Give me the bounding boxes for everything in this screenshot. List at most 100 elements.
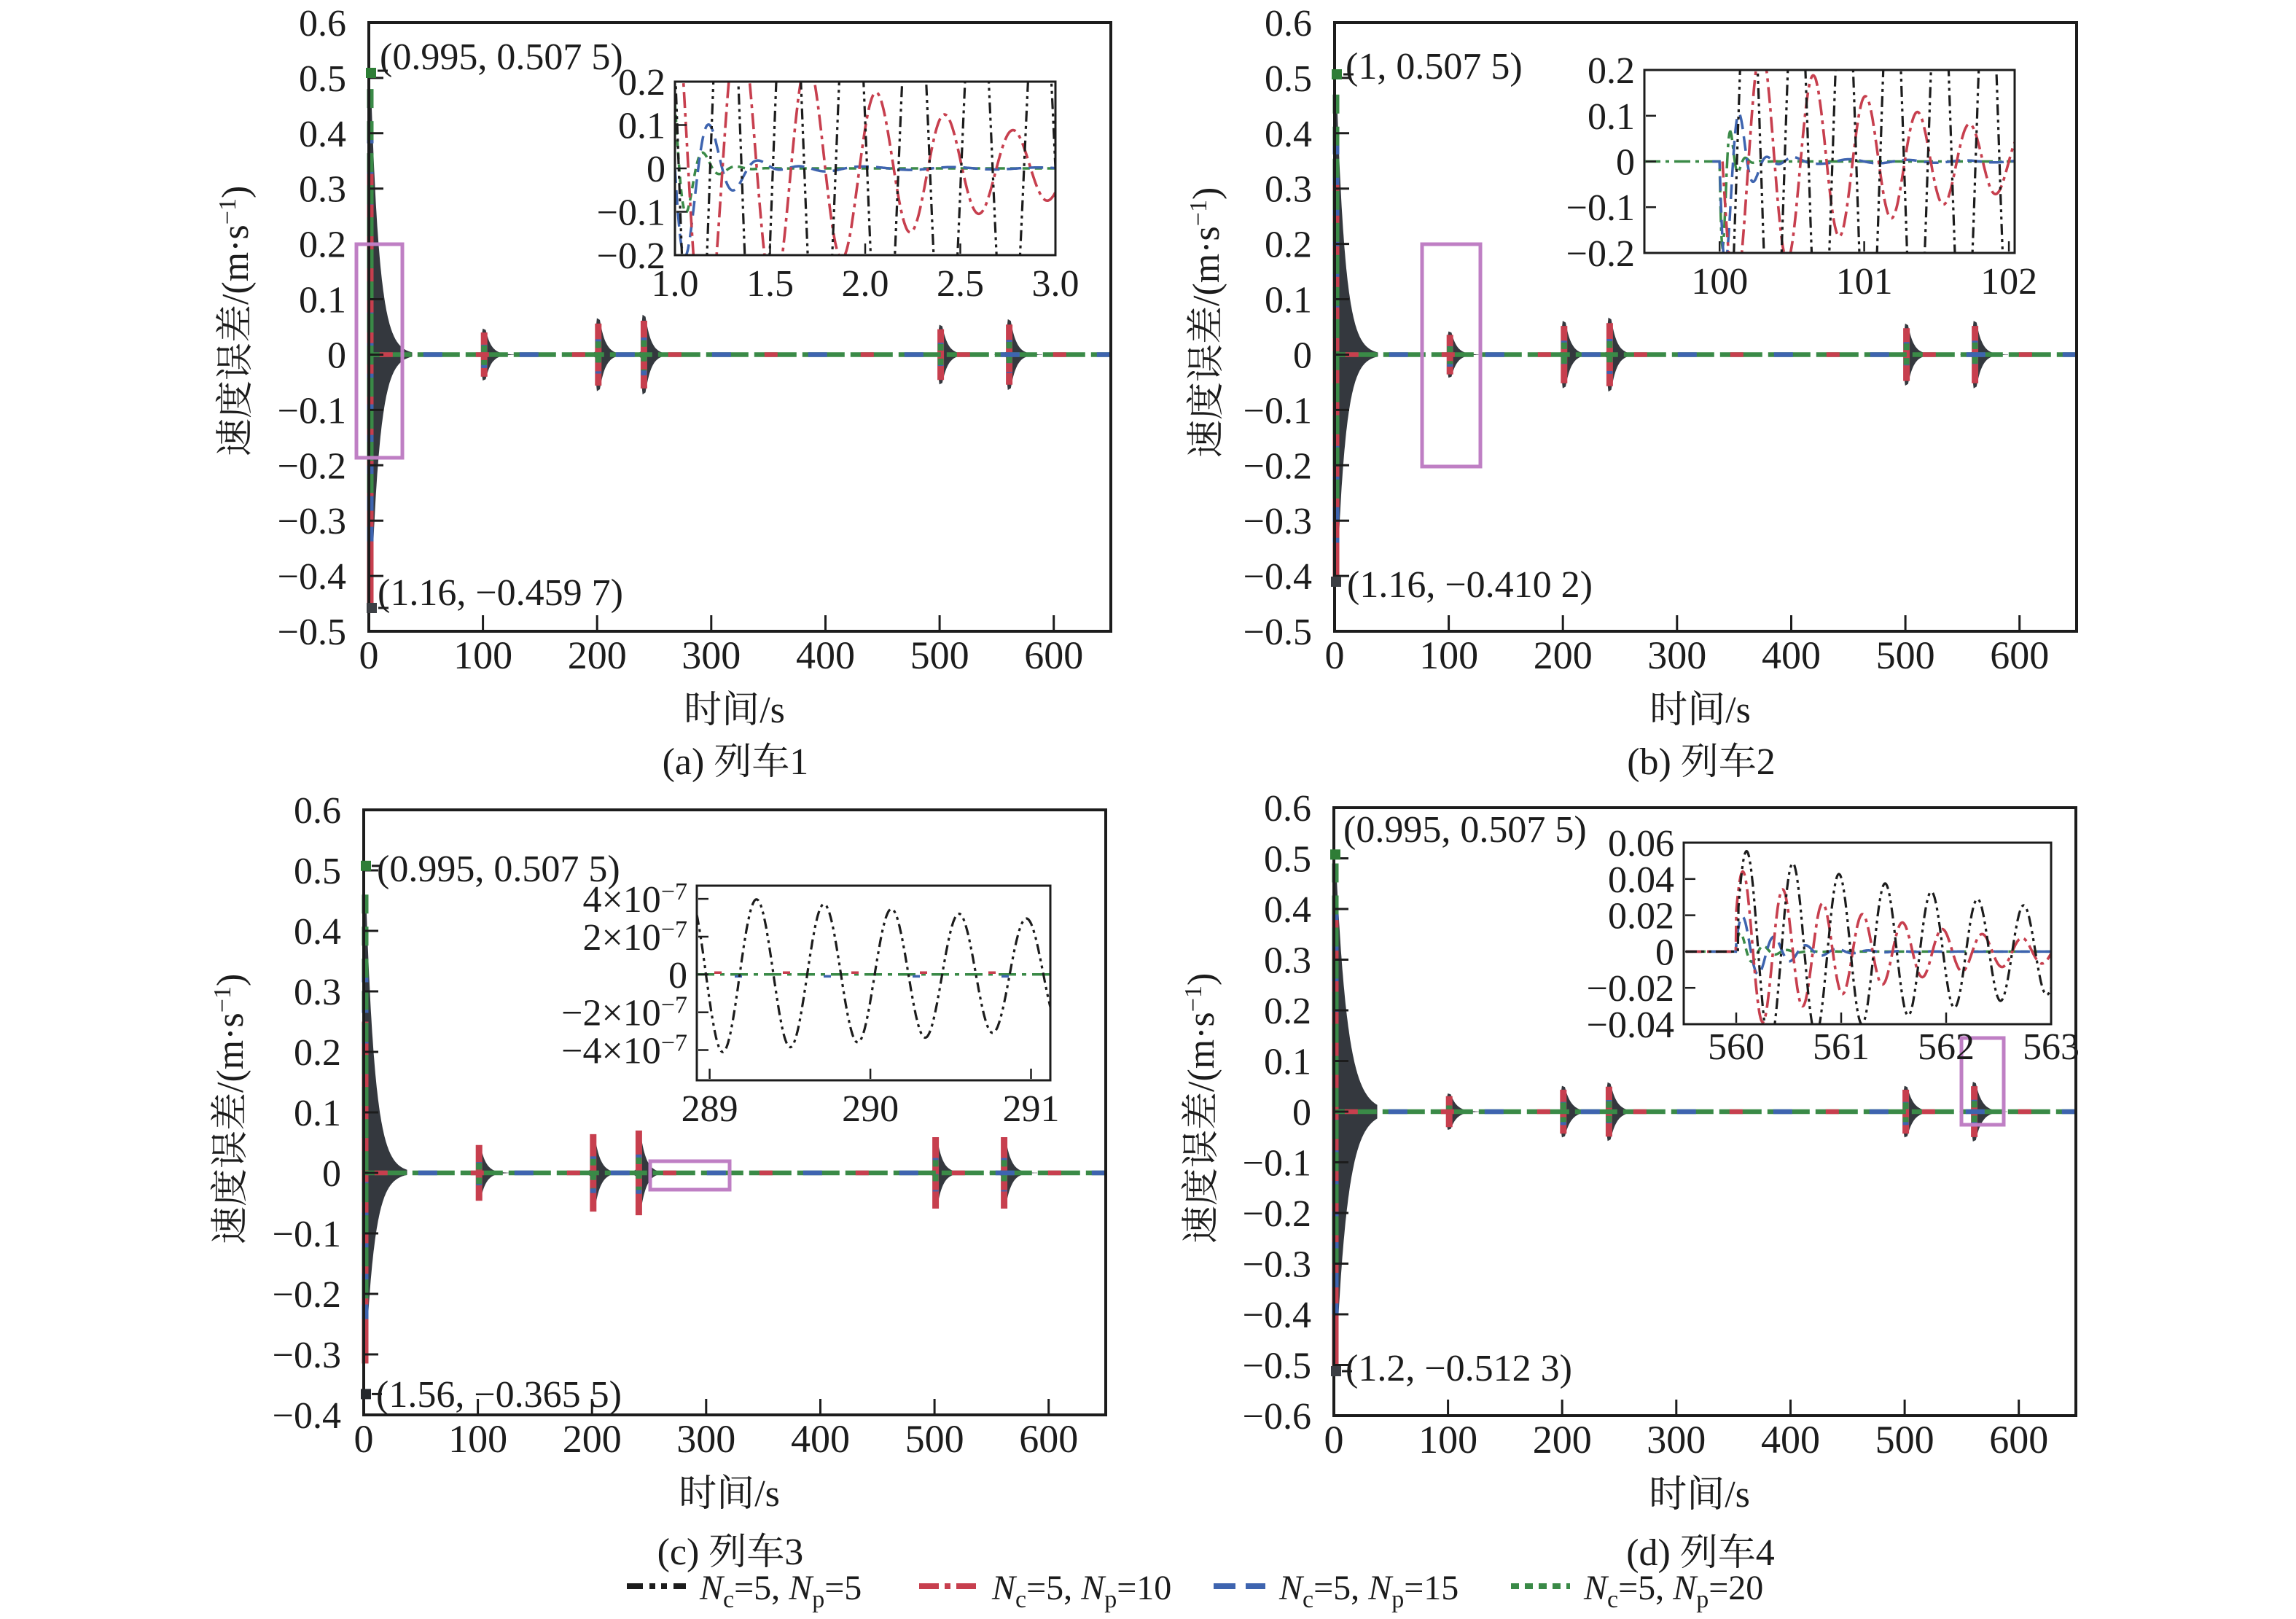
- svg-text:(0.995, 0.507 5): (0.995, 0.507 5): [1343, 809, 1587, 851]
- svg-text:Nc=5, Np=10: Nc=5, Np=10: [991, 1569, 1171, 1613]
- svg-text:−0.5: −0.5: [1243, 612, 1312, 653]
- svg-text:0: 0: [1293, 335, 1312, 377]
- svg-text:−0.1: −0.1: [597, 192, 665, 234]
- svg-text:−0.1: −0.1: [273, 1214, 341, 1255]
- svg-text:289: 289: [682, 1088, 738, 1130]
- svg-text:100: 100: [453, 633, 512, 677]
- svg-text:0.3: 0.3: [294, 972, 341, 1013]
- svg-text:500: 500: [1876, 633, 1935, 677]
- svg-text:500: 500: [1875, 1418, 1934, 1462]
- svg-text:−0.4: −0.4: [1243, 1295, 1311, 1336]
- svg-text:3: 3: [784, 1532, 803, 1573]
- svg-text:−0.4: −0.4: [278, 556, 346, 598]
- svg-text:100: 100: [1419, 633, 1478, 677]
- svg-text:(c): (c): [657, 1532, 700, 1573]
- svg-text:2.5: 2.5: [937, 263, 984, 305]
- svg-text:/s: /s: [754, 1473, 780, 1515]
- svg-text:(0.995, 0.507 5): (0.995, 0.507 5): [380, 36, 623, 78]
- svg-text:0.1: 0.1: [618, 106, 665, 147]
- svg-text:0.4: 0.4: [1264, 889, 1311, 931]
- svg-text:563: 563: [2023, 1026, 2080, 1068]
- svg-text:0.4: 0.4: [294, 911, 341, 953]
- svg-text:−0.6: −0.6: [1243, 1396, 1311, 1437]
- svg-text:0.2: 0.2: [618, 62, 665, 104]
- svg-text:291: 291: [1003, 1088, 1060, 1130]
- svg-text:300: 300: [676, 1417, 735, 1461]
- svg-text:0.5: 0.5: [1265, 58, 1312, 100]
- svg-text:0: 0: [327, 335, 346, 377]
- svg-text:400: 400: [1762, 633, 1821, 677]
- svg-text:/s: /s: [1725, 1474, 1750, 1515]
- svg-text:0.1: 0.1: [1588, 96, 1635, 138]
- svg-text:0.2: 0.2: [1264, 991, 1311, 1032]
- svg-text:0: 0: [1292, 1092, 1311, 1134]
- svg-text:300: 300: [1647, 1418, 1706, 1462]
- svg-text:2.0: 2.0: [842, 263, 889, 305]
- svg-text:−0.4: −0.4: [1243, 556, 1312, 598]
- svg-text:0: 0: [359, 633, 379, 677]
- svg-text:0.1: 0.1: [299, 280, 346, 321]
- svg-text:0.5: 0.5: [1264, 839, 1311, 881]
- svg-text:(0.995, 0.507 5): (0.995, 0.507 5): [377, 848, 620, 890]
- svg-text:300: 300: [1647, 633, 1706, 677]
- svg-text:0.6: 0.6: [1265, 3, 1312, 44]
- svg-text:0.2: 0.2: [294, 1032, 341, 1074]
- svg-text:−0.3: −0.3: [1243, 501, 1312, 542]
- svg-text:300: 300: [682, 633, 741, 677]
- svg-text:102: 102: [1980, 261, 2037, 303]
- svg-text:1.0: 1.0: [652, 263, 699, 305]
- svg-text:0.04: 0.04: [1608, 859, 1674, 901]
- svg-text:0.2: 0.2: [299, 225, 346, 266]
- svg-text:−0.3: −0.3: [273, 1335, 341, 1376]
- svg-text:−0.3: −0.3: [278, 501, 346, 542]
- svg-text:−0.1: −0.1: [1566, 187, 1635, 229]
- svg-text:−0.1: −0.1: [1243, 1143, 1311, 1185]
- svg-text:−0.2: −0.2: [1243, 445, 1312, 487]
- svg-text:0.1: 0.1: [1265, 280, 1312, 321]
- svg-text:2: 2: [1757, 741, 1776, 783]
- svg-text:0.1: 0.1: [1264, 1042, 1311, 1083]
- svg-text:200: 200: [1534, 633, 1593, 677]
- svg-text:101: 101: [1836, 261, 1893, 303]
- svg-text:−0.2: −0.2: [1243, 1193, 1311, 1235]
- svg-text:0.06: 0.06: [1608, 823, 1674, 865]
- svg-text:/s: /s: [760, 690, 785, 731]
- svg-text:0: 0: [647, 149, 665, 190]
- svg-text:0.4: 0.4: [299, 114, 346, 155]
- svg-text:Nc=5, Np=15: Nc=5, Np=15: [1278, 1569, 1459, 1613]
- svg-text:(1.16, −0.410 2): (1.16, −0.410 2): [1347, 564, 1593, 606]
- svg-text:0: 0: [1325, 633, 1345, 677]
- svg-text:0: 0: [322, 1153, 341, 1195]
- svg-text:0.2: 0.2: [1588, 50, 1635, 92]
- svg-text:200: 200: [568, 633, 627, 677]
- svg-text:3.0: 3.0: [1032, 263, 1079, 305]
- svg-text:0.2: 0.2: [1265, 225, 1312, 266]
- svg-text:600: 600: [1990, 633, 2049, 677]
- svg-text:0: 0: [354, 1417, 374, 1461]
- svg-text:500: 500: [910, 633, 969, 677]
- svg-text:−0.2: −0.2: [273, 1274, 341, 1316]
- svg-text:(1, 0.507 5): (1, 0.507 5): [1346, 46, 1523, 87]
- svg-text:200: 200: [563, 1417, 622, 1461]
- svg-text:Nc=5, Np=5: Nc=5, Np=5: [699, 1569, 862, 1613]
- svg-text:400: 400: [791, 1417, 850, 1461]
- svg-text:(a): (a): [663, 741, 705, 783]
- svg-text:562: 562: [1918, 1026, 1975, 1068]
- svg-text:600: 600: [1024, 633, 1083, 677]
- svg-text:−0.5: −0.5: [278, 612, 346, 653]
- svg-text:−0.1: −0.1: [278, 390, 346, 432]
- svg-text:0.6: 0.6: [1264, 788, 1311, 830]
- svg-text:0: 0: [1616, 142, 1635, 184]
- svg-text:0.3: 0.3: [1264, 940, 1311, 982]
- svg-text:0.6: 0.6: [299, 3, 346, 44]
- svg-text:100: 100: [448, 1417, 507, 1461]
- svg-text:600: 600: [1989, 1418, 2048, 1462]
- svg-text:(1.56, −0.365 5): (1.56, −0.365 5): [376, 1374, 622, 1416]
- svg-text:500: 500: [905, 1417, 964, 1461]
- svg-text:(d): (d): [1626, 1532, 1671, 1574]
- svg-text:561: 561: [1813, 1026, 1870, 1068]
- svg-text:560: 560: [1708, 1026, 1765, 1068]
- svg-text:4: 4: [1756, 1532, 1775, 1574]
- svg-text:0.3: 0.3: [1265, 169, 1312, 211]
- svg-text:0.1: 0.1: [294, 1093, 341, 1134]
